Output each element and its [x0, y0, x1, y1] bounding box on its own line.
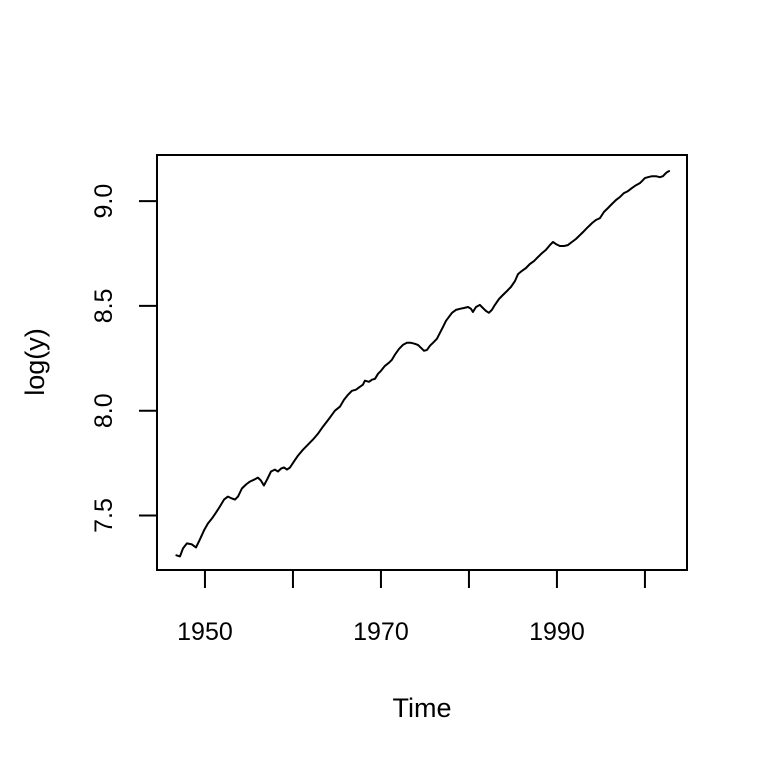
x-tick-label: 1950: [177, 618, 233, 646]
y-axis-title: log(y): [20, 328, 50, 396]
plot-box: [156, 154, 688, 571]
x-axis-title: Time: [393, 693, 452, 723]
x-tick-label: 1990: [529, 618, 585, 646]
time-series-line: [175, 170, 670, 558]
y-tick-label: 7.5: [90, 498, 118, 533]
y-tick-label: 9.0: [90, 184, 118, 219]
y-tick-label: 8.0: [90, 393, 118, 428]
y-tick-label: 8.5: [90, 289, 118, 324]
x-tick-label: 1970: [353, 618, 409, 646]
